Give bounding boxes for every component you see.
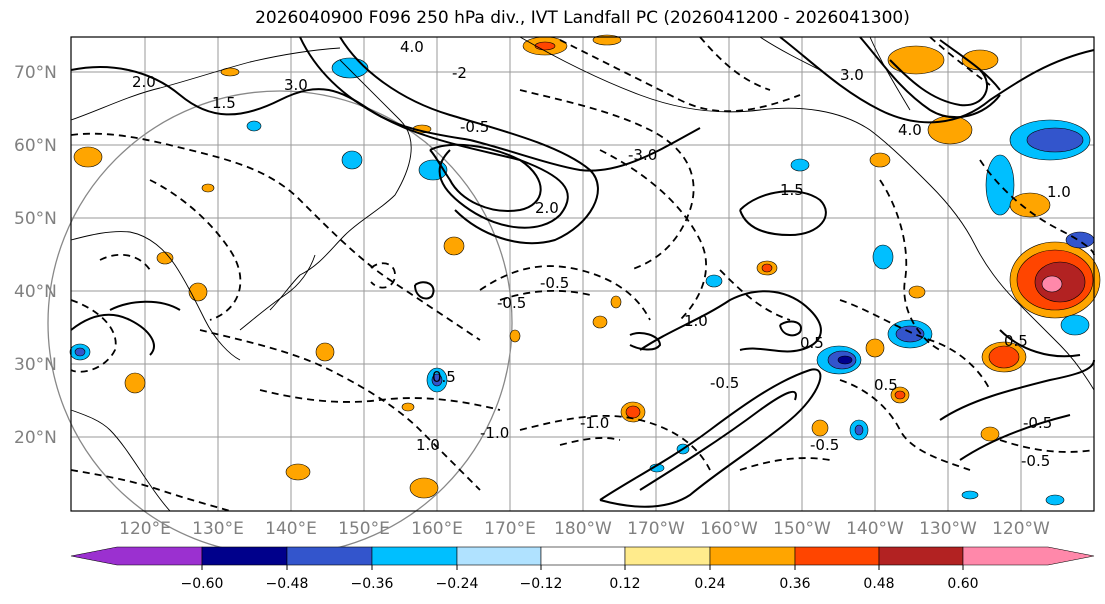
lon-label: 160°W [700,519,758,539]
colorbar-tick-label: −0.48 [266,576,309,592]
lon-label: 180°W [554,519,612,539]
contour-label-1-0: 1.0 [684,312,708,330]
map-border [70,36,1095,512]
contour-label-2-0: 2.0 [132,73,156,91]
lon-label: 120°E [119,519,171,539]
contour-label-3-0: 3.0 [840,66,864,84]
lat-label: 30°N [14,355,57,375]
lon-label: 170°E [484,519,536,539]
contour-label-1-5: 1.5 [780,181,804,199]
contour-label-2-0: 2.0 [535,199,559,217]
lon-label: 140°E [265,519,317,539]
colorbar-tick-label: −0.12 [520,576,563,592]
contour-label-neg-0-5: -0.5 [1023,414,1052,432]
colorbar-tick-label: −0.24 [436,576,479,592]
colorbar-segment [70,546,203,566]
colorbar-labels: −0.60 −0.48 −0.36 −0.24 −0.12 0.12 0.24 … [181,576,979,592]
colorbar-segment [456,546,542,566]
contour-labels: 3.0 2.0 1.5 4.0 2.0 -0.5 -2 -3.0 -0.5 -0… [132,38,1071,470]
contour-label-0-5: 0.5 [874,376,898,394]
colorbar-tick-label: 0.60 [947,576,978,592]
colorbar-segment [201,546,288,566]
colorbar-segment [371,546,458,566]
contour-label-1-5: 1.5 [212,94,236,112]
colorbar-tick-label: 0.12 [609,576,640,592]
colorbar-tick-label: 0.48 [863,576,894,592]
lat-label: 40°N [14,282,57,302]
contour-label-neg-1-0: -1.0 [580,414,609,432]
positive-contours [70,36,1095,508]
colorbar-segment [709,546,796,566]
lat-label: 60°N [14,136,57,156]
colorbar-ticks [201,565,964,570]
contour-label-0-5: 0.5 [800,334,824,352]
coastlines [70,36,1095,512]
contour-label-neg-0-5: -0.5 [460,118,489,136]
map-title: 2026040900 F096 250 hPa div., IVT Landfa… [255,8,910,28]
contour-label-1-0: 1.0 [416,436,440,454]
lat-label: 20°N [14,428,57,448]
lon-label: 150°W [773,519,831,539]
colorbar-tick-label: 0.36 [779,576,810,592]
contour-label-4-0: 4.0 [898,121,922,139]
longitude-labels: 120°E 130°E 140°E 150°E 160°E 170°E 180°… [119,519,1050,539]
lon-label: 150°E [338,519,390,539]
colorbar-segment [540,546,626,566]
colorbar-tick-label: −0.36 [351,576,394,592]
lon-label: 140°W [846,519,904,539]
lon-label: 130°W [919,519,977,539]
lon-label: 160°E [411,519,463,539]
lon-label: 130°E [192,519,244,539]
contour-label-neg-1-0: -1.0 [480,424,509,442]
lon-label: 120°W [992,519,1050,539]
contour-label-neg-0-5: -0.5 [710,374,739,392]
divergence-shading [69,34,1101,506]
negative-contours [70,36,1095,512]
contour-label-4-0: 4.0 [400,38,424,56]
contour-label-neg-0-5: -0.5 [540,274,569,292]
colorbar-segment [878,546,964,566]
colorbar-segment [794,546,880,566]
lat-label: 70°N [14,63,57,83]
lon-label: 170°W [627,519,685,539]
contour-label-neg-3-0: -3.0 [628,146,657,164]
contour-label-neg-2-0: -2 [452,64,467,82]
contour-label-3-0: 3.0 [284,76,308,94]
contour-label-neg-0-5: -0.5 [1021,452,1050,470]
latitude-labels: 70°N 60°N 50°N 40°N 30°N 20°N [14,63,57,448]
colorbar-segment [962,546,1095,566]
contour-label-1-0: 1.0 [1047,183,1071,201]
colorbar-tick-label: 0.24 [694,576,725,592]
contour-label-neg-0-5: -0.5 [810,436,839,454]
contour-label-0-5: 0.5 [1004,332,1028,350]
colorbar-segment [286,546,373,566]
colorbar-segment [624,546,711,566]
contour-label-neg-0-5: -0.5 [497,294,526,312]
colorbar [70,546,1095,566]
contour-label-0-5: 0.5 [432,368,456,386]
lat-label: 50°N [14,209,57,229]
colorbar-tick-label: −0.60 [181,576,224,592]
